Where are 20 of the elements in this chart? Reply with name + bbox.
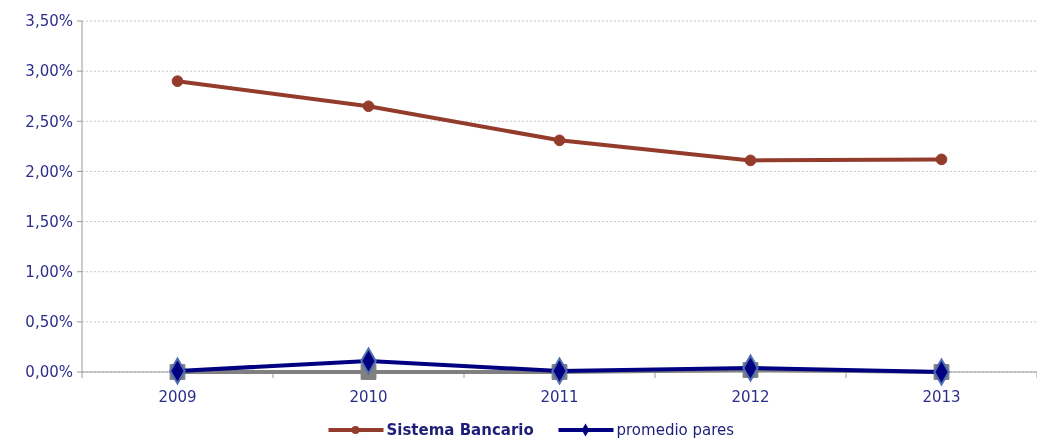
y-tick-label: 1,50% <box>25 212 73 231</box>
y-tick-label: 3,00% <box>25 62 73 81</box>
x-tick-label: 2009 <box>158 388 197 406</box>
point <box>171 75 184 88</box>
x-tick-label: 2012 <box>731 388 770 406</box>
point <box>362 100 375 113</box>
y-tick-label: 0,50% <box>25 313 73 332</box>
y-tick-label: 2,00% <box>25 162 73 181</box>
y-tick-label: 1,00% <box>25 262 73 281</box>
y-tick-label: 0,00% <box>25 363 73 382</box>
y-tick-label: 2,50% <box>25 112 73 131</box>
x-tick-label: 2011 <box>540 388 579 406</box>
point <box>744 154 757 167</box>
legend-label: Sistema Bancario <box>386 421 534 439</box>
point <box>935 153 948 166</box>
y-tick-label: 3,50% <box>25 12 73 31</box>
x-tick-label: 2010 <box>349 388 388 406</box>
x-tick-label: 2013 <box>922 388 961 406</box>
point <box>553 134 566 147</box>
legend-label: promedio pares <box>616 421 735 439</box>
